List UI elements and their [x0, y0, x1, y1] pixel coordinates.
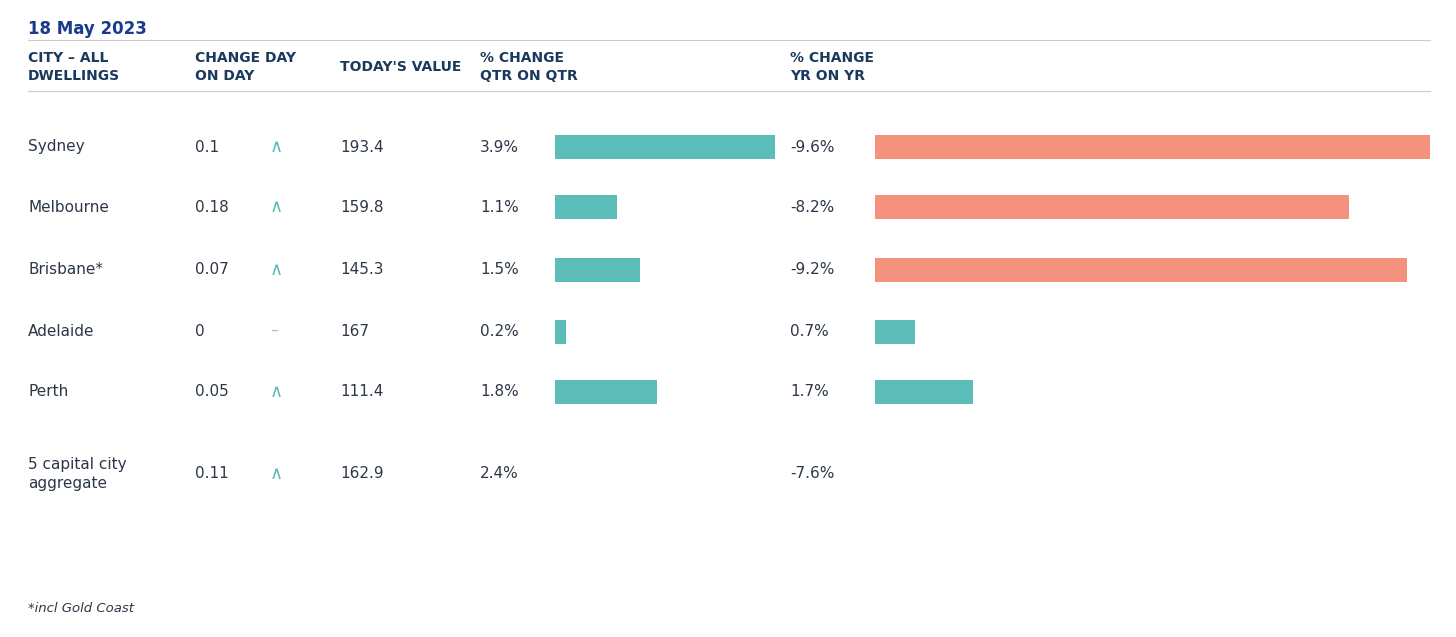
Text: *incl Gold Coast: *incl Gold Coast — [28, 602, 134, 615]
Text: CITY – ALL
DWELLINGS: CITY – ALL DWELLINGS — [28, 51, 121, 83]
Text: CHANGE DAY
ON DAY: CHANGE DAY ON DAY — [195, 51, 296, 83]
Text: 145.3: 145.3 — [341, 262, 383, 278]
Text: 159.8: 159.8 — [341, 199, 383, 215]
Text: 1.1%: 1.1% — [480, 199, 518, 215]
Text: ∧: ∧ — [269, 138, 282, 156]
Text: 0.1: 0.1 — [195, 140, 218, 155]
Text: -7.6%: -7.6% — [791, 466, 834, 482]
Text: 0: 0 — [195, 324, 205, 340]
Bar — [875, 258, 1406, 282]
Text: 0.2%: 0.2% — [480, 324, 518, 340]
Text: Melbourne: Melbourne — [28, 199, 109, 215]
Text: -9.6%: -9.6% — [791, 140, 834, 155]
Text: TODAY'S VALUE: TODAY'S VALUE — [341, 60, 462, 74]
Text: 162.9: 162.9 — [341, 466, 383, 482]
Text: ∧: ∧ — [269, 198, 282, 216]
Bar — [875, 195, 1350, 219]
Text: 0.07: 0.07 — [195, 262, 229, 278]
Bar — [555, 135, 775, 159]
Text: 1.8%: 1.8% — [480, 385, 518, 399]
Text: Brisbane*: Brisbane* — [28, 262, 103, 278]
Text: ∧: ∧ — [269, 465, 282, 483]
Text: –: – — [269, 322, 278, 338]
Text: % CHANGE
QTR ON QTR: % CHANGE QTR ON QTR — [480, 51, 578, 83]
Text: 0.7%: 0.7% — [791, 324, 828, 340]
Bar — [555, 258, 639, 282]
Text: -8.2%: -8.2% — [791, 199, 834, 215]
Text: 0.11: 0.11 — [195, 466, 229, 482]
Text: 18 May 2023: 18 May 2023 — [28, 20, 147, 38]
Text: 2.4%: 2.4% — [480, 466, 518, 482]
Text: 0.18: 0.18 — [195, 199, 229, 215]
Bar — [555, 320, 566, 344]
Text: % CHANGE
YR ON YR: % CHANGE YR ON YR — [791, 51, 874, 83]
Text: Perth: Perth — [28, 385, 68, 399]
Bar — [555, 380, 657, 404]
Bar — [555, 195, 617, 219]
Text: 0.05: 0.05 — [195, 385, 229, 399]
Text: 1.5%: 1.5% — [480, 262, 518, 278]
Text: 193.4: 193.4 — [341, 140, 383, 155]
Text: ∧: ∧ — [269, 261, 282, 279]
Text: Sydney: Sydney — [28, 140, 84, 155]
Text: Adelaide: Adelaide — [28, 324, 95, 340]
Text: -9.2%: -9.2% — [791, 262, 834, 278]
Text: 1.7%: 1.7% — [791, 385, 828, 399]
Bar — [875, 320, 916, 344]
Text: 111.4: 111.4 — [341, 385, 383, 399]
Bar — [875, 380, 973, 404]
Text: 5 capital city
aggregate: 5 capital city aggregate — [28, 457, 127, 491]
Bar — [875, 135, 1430, 159]
Text: ∧: ∧ — [269, 383, 282, 401]
Text: 3.9%: 3.9% — [480, 140, 518, 155]
Text: 167: 167 — [341, 324, 368, 340]
